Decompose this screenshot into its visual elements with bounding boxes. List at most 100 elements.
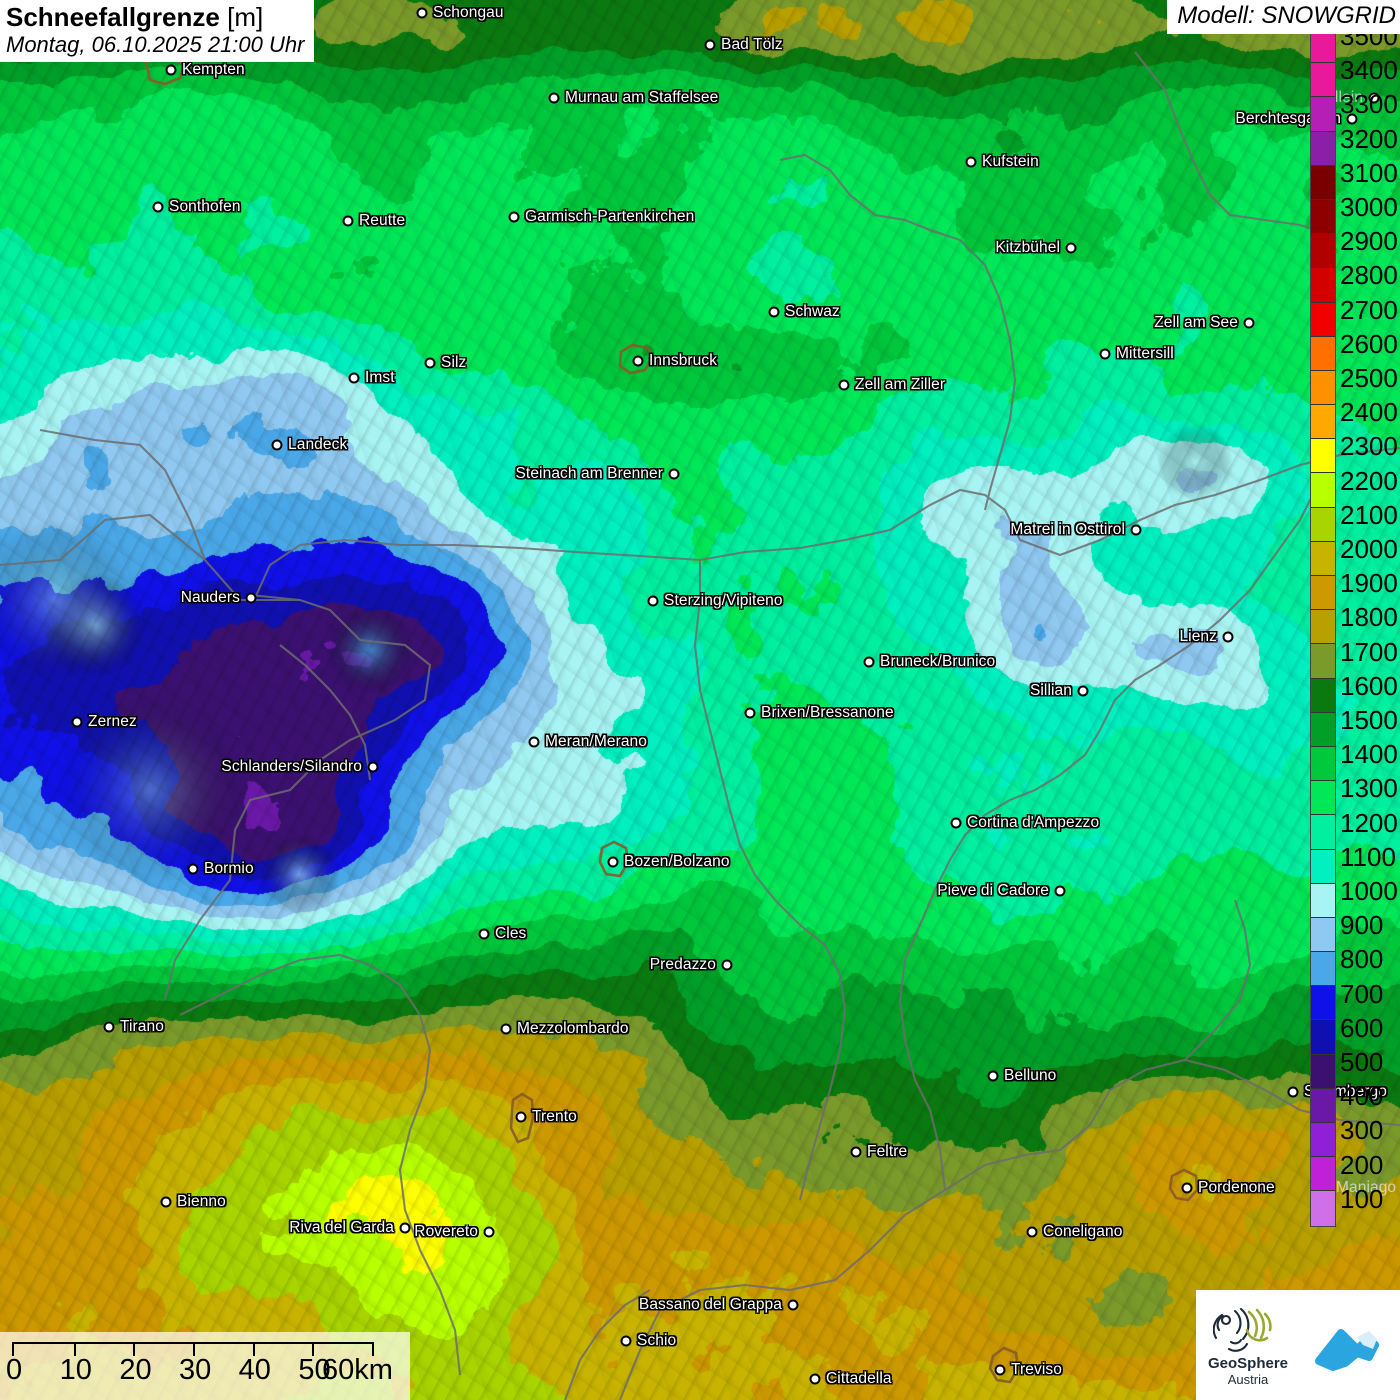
city-label: Treviso <box>1011 1361 1062 1378</box>
colorbar-label: 3200 <box>1340 123 1398 154</box>
colorbar-swatch <box>1311 268 1335 303</box>
city-label: Feltre <box>867 1143 908 1160</box>
city-dot-icon <box>620 1335 632 1347</box>
scale-tick <box>193 1344 195 1356</box>
colorbar-swatch <box>1311 336 1335 371</box>
scale-label: 20 <box>119 1354 152 1386</box>
city-label: Matrei in Osttirol <box>1010 521 1125 538</box>
city-label: Lienz <box>1179 628 1217 645</box>
colorbar-swatch <box>1311 370 1335 406</box>
logo-strip: GeoSphere Austria <box>1196 1290 1400 1400</box>
city-dot-icon <box>863 656 875 668</box>
colorbar-swatch <box>1311 131 1335 166</box>
city-dot-icon <box>1287 1086 1299 1098</box>
colorbar-swatch <box>1311 644 1335 679</box>
colorbar-swatch <box>1311 678 1335 713</box>
city-dot-icon <box>950 817 962 829</box>
colorbar-swatch <box>1311 199 1335 235</box>
city-dot-icon <box>1243 317 1255 329</box>
city-dot-icon <box>399 1222 411 1234</box>
city-dot-icon <box>245 592 257 604</box>
colorbar-label: 300 <box>1340 1115 1384 1146</box>
colorbar-swatch <box>1311 1088 1335 1123</box>
colorbar-label: 3400 <box>1340 55 1398 86</box>
city-dot-icon <box>342 215 354 227</box>
city-dot-icon <box>1130 524 1142 536</box>
colorbar-label: 3000 <box>1340 192 1398 222</box>
city-label: Schwaz <box>785 303 840 320</box>
city-dot-icon <box>668 468 680 480</box>
scale-tick <box>312 1344 315 1356</box>
city-dot-icon <box>744 707 756 719</box>
city-label: Sterzing/Vipiteno <box>664 592 783 609</box>
colorbar-label: 600 <box>1340 1012 1384 1043</box>
city-label: Reutte <box>359 212 406 229</box>
city-dot-icon <box>548 92 560 104</box>
city-dot-icon <box>1346 113 1358 125</box>
city-dot-icon <box>160 1196 172 1208</box>
city-dot-icon <box>152 201 164 213</box>
city-dot-icon <box>787 1299 799 1311</box>
colorbar-swatch <box>1311 917 1335 953</box>
scale-bar-line <box>12 1342 374 1356</box>
city-dot-icon <box>528 736 540 748</box>
snowgrid-logo[interactable] <box>1300 1290 1400 1400</box>
city-dot-icon <box>607 856 619 868</box>
colorbar-swatch <box>1311 576 1335 611</box>
colorbar-legend: 3500 3400 3300 3200 3100 3000 2900 2800 2700 2600… <box>1310 23 1400 1227</box>
colorbar-label: 2500 <box>1340 363 1398 393</box>
city-label: Bruneck/Brunico <box>880 653 996 670</box>
city-dot-icon <box>1065 242 1077 254</box>
city-label: Imst <box>365 369 395 386</box>
city-dot-icon <box>721 959 733 971</box>
colorbar-label: 100 <box>1340 1183 1384 1214</box>
city-label: Maniago <box>1336 1179 1397 1196</box>
city-dot-icon <box>850 1146 862 1158</box>
scale-bar: 0 10 20 30 40 50 60km <box>0 1332 410 1400</box>
city-label: Bad Tölz <box>721 36 783 53</box>
city-dot-icon <box>994 1364 1006 1376</box>
city-label: Cles <box>495 925 527 942</box>
colorbar-swatch <box>1311 883 1335 918</box>
title-box: Schneefallgrenze [m] Montag, 06.10.2025 … <box>0 0 315 62</box>
city-label: Pieve di Cadore <box>937 882 1049 899</box>
scale-label: 40 <box>238 1354 271 1386</box>
city-label: Kufstein <box>982 153 1039 170</box>
scale-label: 10 <box>59 1354 92 1386</box>
city-dot-icon <box>1181 1182 1193 1194</box>
scale-tick <box>133 1344 136 1356</box>
city-label: Meran/Merano <box>545 733 647 750</box>
colorbar-swatch <box>1311 541 1335 576</box>
city-label: Landeck <box>288 436 348 453</box>
city-label: Murnau am Staffelsee <box>565 89 719 106</box>
city-dot-icon <box>508 211 520 223</box>
city-label: Trento <box>532 1108 577 1125</box>
geosphere-logo[interactable]: GeoSphere Austria <box>1196 1290 1300 1400</box>
geosphere-mark-icon <box>1213 1307 1272 1352</box>
colorbar-label: 2600 <box>1340 328 1398 359</box>
city-dot-icon <box>165 64 177 76</box>
city-label: Bassano del Grappa <box>638 1296 782 1313</box>
colorbar-label: 2400 <box>1340 397 1398 428</box>
colorbar-swatch <box>1311 507 1335 542</box>
city-label: Cittadella <box>826 1370 892 1387</box>
colorbar-label: 1500 <box>1340 705 1398 735</box>
colorbar-swatch <box>1311 952 1335 987</box>
colorbar-swatch <box>1311 405 1335 440</box>
title-variable: Schneefallgrenze <box>6 2 220 32</box>
colorbar-swatch <box>1311 849 1335 884</box>
colorbar-swatch <box>1311 746 1335 782</box>
colorbar-label: 900 <box>1340 910 1384 941</box>
city-label: Tirano <box>120 1018 164 1035</box>
city-dot-icon <box>103 1021 115 1033</box>
city-dot-icon <box>632 355 644 367</box>
city-label: Zernez <box>88 713 137 730</box>
city-dot-icon <box>965 156 977 168</box>
colorbar-label: 1600 <box>1340 670 1398 701</box>
colorbar-swatch <box>1311 1191 1335 1226</box>
